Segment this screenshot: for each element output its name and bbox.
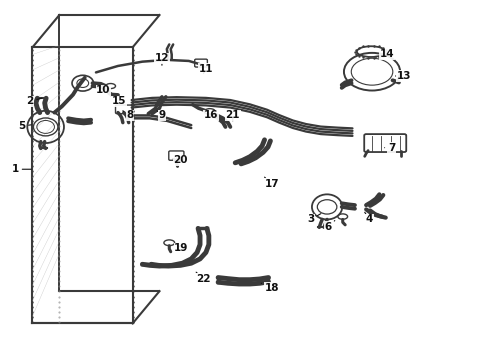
Text: 20: 20: [173, 155, 188, 165]
Text: 13: 13: [395, 71, 411, 81]
Text: 12: 12: [155, 53, 169, 65]
Text: 14: 14: [376, 49, 394, 59]
Text: 10: 10: [96, 85, 111, 95]
Text: 6: 6: [324, 221, 335, 231]
Text: 21: 21: [225, 111, 240, 121]
Text: 1: 1: [12, 164, 31, 174]
Text: 9: 9: [157, 111, 166, 121]
Text: 7: 7: [385, 143, 395, 153]
Text: 22: 22: [196, 272, 211, 284]
Text: 15: 15: [112, 96, 126, 106]
Text: 5: 5: [18, 121, 31, 131]
Text: 19: 19: [174, 243, 189, 253]
Text: 16: 16: [203, 111, 218, 121]
Text: 8: 8: [123, 111, 134, 121]
Text: 2: 2: [26, 96, 42, 106]
Text: 17: 17: [265, 177, 279, 189]
Text: 4: 4: [365, 212, 373, 224]
Text: 18: 18: [261, 283, 279, 293]
Text: 3: 3: [307, 214, 321, 224]
Text: 11: 11: [198, 64, 213, 74]
